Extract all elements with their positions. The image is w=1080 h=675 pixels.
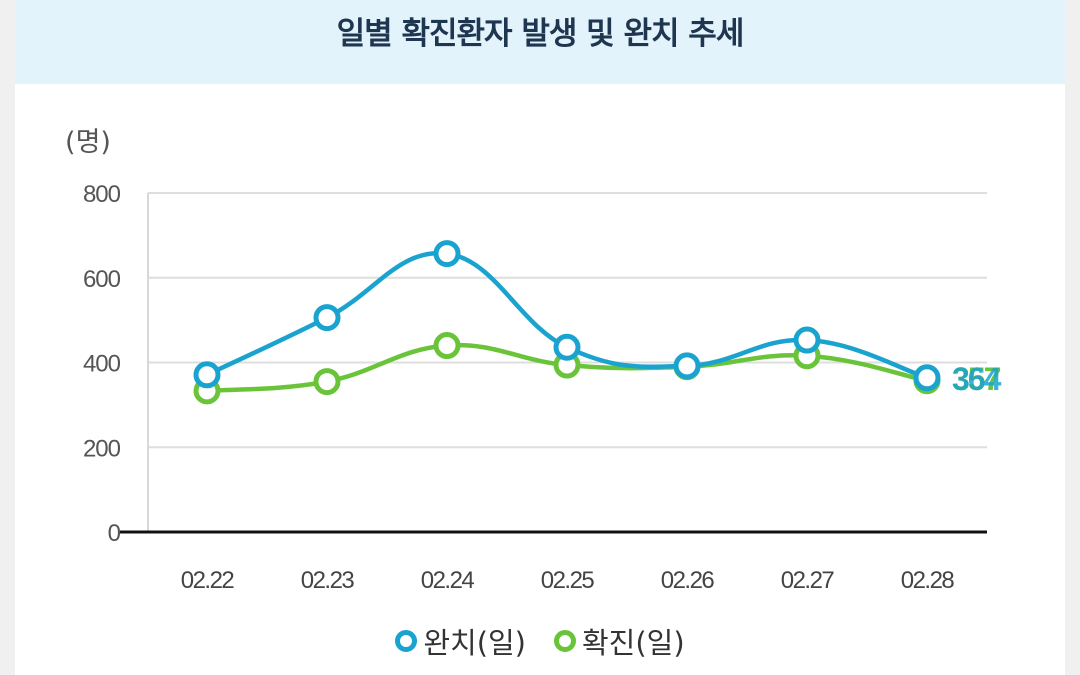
data-point-1 xyxy=(313,368,341,396)
legend-item-recovered[interactable]: 완치(일) xyxy=(395,620,526,662)
data-point-1 xyxy=(433,332,461,360)
data-point-0 xyxy=(793,326,821,354)
title-bar: 일별 확진환자 발생 및 완치 추세 xyxy=(15,0,1065,84)
x-tick-label: 02.27 xyxy=(781,567,835,594)
end-label-recovered: 364 xyxy=(952,361,1002,397)
y-tick-label: 600 xyxy=(83,266,121,293)
y-tick-label: 0 xyxy=(108,520,121,547)
y-tick-label: 400 xyxy=(83,351,121,378)
legend-marker-confirmed xyxy=(554,630,576,652)
legend-label-confirmed: 확진(일) xyxy=(582,626,685,660)
legend-marker-recovered xyxy=(395,630,418,652)
x-tick-label: 02.25 xyxy=(541,567,595,594)
chart-title: 일별 확진환자 발생 및 완치 추세 xyxy=(336,16,745,52)
x-tick-label: 02.23 xyxy=(301,567,355,594)
y-tick-label: 800 xyxy=(83,181,121,208)
data-point-0 xyxy=(673,352,701,380)
legend-label-recovered: 완치(일) xyxy=(423,626,526,660)
data-point-0 xyxy=(313,304,341,332)
y-axis-unit-label: (명) xyxy=(65,127,111,158)
data-point-0 xyxy=(913,364,941,392)
data-point-0 xyxy=(553,333,581,361)
legend: 완치(일) 확진(일) xyxy=(0,620,1080,662)
chart-card: 일별 확진환자 발생 및 완치 추세 xyxy=(15,0,1065,675)
data-point-0 xyxy=(193,361,221,389)
y-tick-label: 200 xyxy=(83,435,121,462)
x-tick-label: 02.28 xyxy=(901,567,955,594)
end-label-confirmed: 357 xyxy=(952,361,1001,397)
data-point-0 xyxy=(433,240,461,268)
x-tick-label: 02.26 xyxy=(661,567,715,594)
x-tick-label: 02.22 xyxy=(181,567,235,594)
x-tick-label: 02.24 xyxy=(421,567,475,594)
legend-item-confirmed[interactable]: 확진(일) xyxy=(554,620,685,662)
